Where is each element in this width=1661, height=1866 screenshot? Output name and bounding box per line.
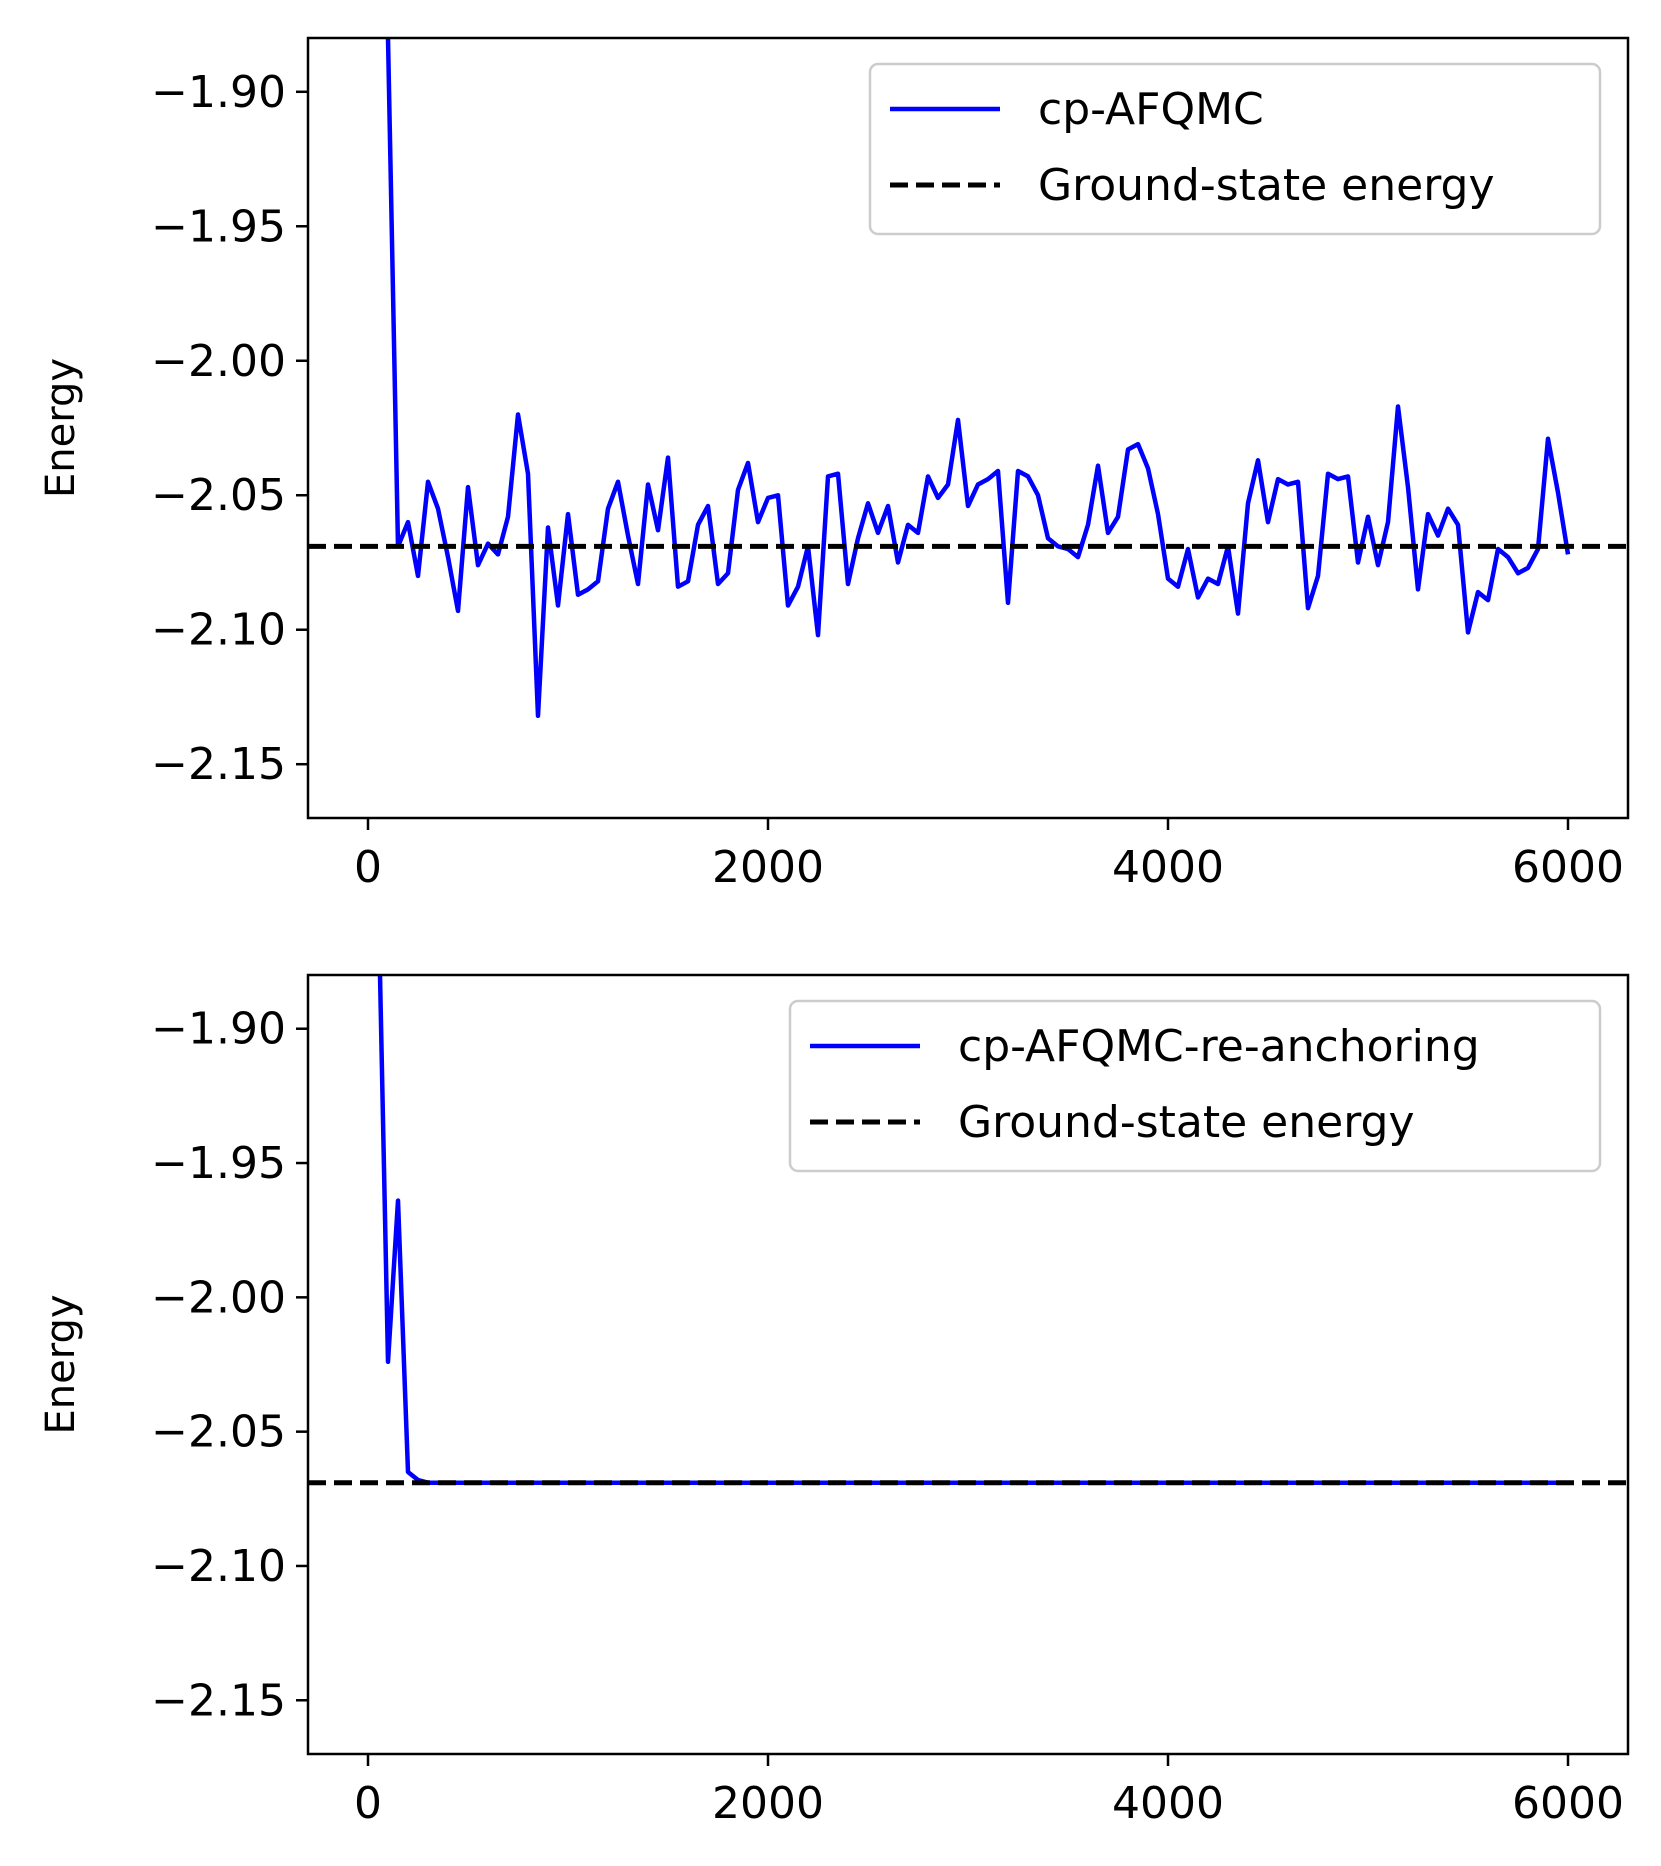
legend-label: Ground-state energy — [1038, 160, 1494, 211]
series-line — [385, 38, 1571, 719]
y-axis-label: Energy — [38, 358, 84, 498]
y-axis-label: Energy — [38, 1294, 84, 1434]
x-tick-label: 6000 — [1512, 842, 1624, 893]
axes-frame — [306, 973, 1630, 1756]
legend: cp-AFQMC-re-anchoring Ground-state energy — [788, 999, 1602, 1173]
y-tick-label: −2.15 — [151, 1675, 286, 1726]
y-tick-label: −2.15 — [151, 739, 286, 790]
legend-label: cp-AFQMC-re-anchoring — [958, 1021, 1480, 1072]
y-tick-label: −2.10 — [151, 605, 286, 656]
legend-box — [788, 999, 1602, 1173]
y-tick-label: −2.10 — [151, 1541, 286, 1592]
y-tick-label: −1.95 — [151, 1138, 286, 1189]
x-tick-label: 0 — [354, 842, 382, 893]
x-tick-label: 2000 — [712, 842, 824, 893]
y-tick-label: −1.95 — [151, 201, 286, 252]
plot-lines — [308, 38, 1628, 719]
y-tick-label: −1.90 — [151, 1004, 286, 1055]
legend-label: cp-AFQMC — [1038, 84, 1264, 135]
x-tick-label: 2000 — [712, 1778, 824, 1829]
x-tick-label: 4000 — [1112, 1778, 1224, 1829]
x-tick-label: 4000 — [1112, 842, 1224, 893]
axes-frame — [306, 36, 1630, 820]
legend-label: Ground-state energy — [958, 1097, 1414, 1148]
legend: cp-AFQMC Ground-state energy — [868, 62, 1602, 236]
y-tick-label: −2.05 — [151, 470, 286, 521]
y-tick-label: −2.00 — [151, 1272, 286, 1323]
series-line — [377, 975, 1568, 1485]
legend-box — [868, 62, 1602, 236]
top-panel: 0 2000 4000 6000 −1.90 −1.95 −2.00 −2.05 −2.10 −2… — [38, 36, 1630, 893]
bottom-panel: 0 2000 4000 6000 −1.90 −1.95 −2.00 −2.05 −2.10 −2… — [38, 973, 1630, 1829]
y-tick-label: −2.00 — [151, 336, 286, 387]
y-tick-label: −1.90 — [151, 67, 286, 118]
x-tick-label: 6000 — [1512, 1778, 1624, 1829]
x-tick-label: 0 — [354, 1778, 382, 1829]
plot-lines — [308, 975, 1628, 1486]
y-tick-label: −2.05 — [151, 1407, 286, 1458]
